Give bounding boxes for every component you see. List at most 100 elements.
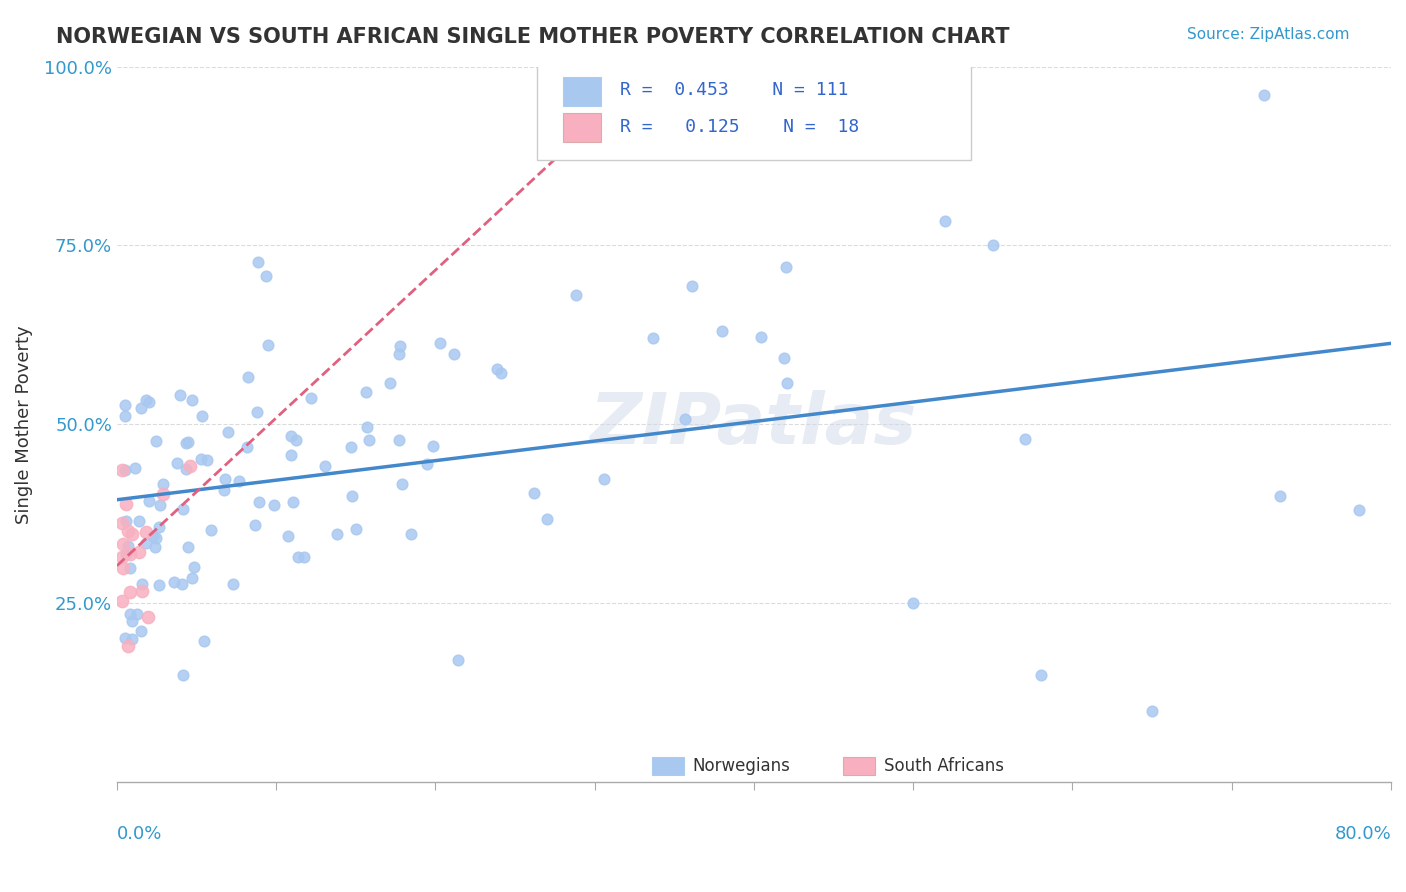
Point <box>214 472 236 486</box>
Point <box>673 411 696 425</box>
Point <box>380 376 402 391</box>
Point <box>1348 503 1371 517</box>
Point <box>256 269 278 284</box>
Point <box>299 391 322 405</box>
Text: ZIPatlas: ZIPatlas <box>591 390 918 458</box>
Point <box>934 214 956 228</box>
Point <box>190 452 212 467</box>
Point <box>114 398 136 412</box>
Point <box>131 577 153 591</box>
Point <box>135 536 157 550</box>
Point <box>117 639 139 653</box>
Point <box>131 584 153 599</box>
Point <box>120 547 142 561</box>
Point <box>485 362 508 376</box>
Point <box>118 607 141 622</box>
Point <box>148 578 170 592</box>
Point <box>247 495 270 509</box>
Point <box>356 419 378 434</box>
Point <box>176 435 198 450</box>
Point <box>115 514 138 528</box>
Point <box>111 550 134 565</box>
Y-axis label: Single Mother Poverty: Single Mother Poverty <box>15 325 32 524</box>
Point <box>125 607 148 621</box>
FancyBboxPatch shape <box>652 757 683 775</box>
Point <box>136 609 159 624</box>
Point <box>447 653 470 667</box>
Point <box>593 473 616 487</box>
Point <box>120 584 142 599</box>
Point <box>773 351 796 366</box>
Point <box>257 338 280 352</box>
Text: South Africans: South Africans <box>884 756 1004 774</box>
Point <box>236 369 259 384</box>
Point <box>280 429 302 443</box>
Point <box>114 547 136 561</box>
Point <box>195 453 218 467</box>
Point <box>111 536 134 550</box>
Point <box>292 549 315 564</box>
Point <box>176 462 198 476</box>
Point <box>284 433 307 447</box>
Point <box>145 531 167 545</box>
Point <box>135 392 157 407</box>
Point <box>1253 88 1275 103</box>
Point <box>135 524 157 539</box>
Point <box>148 519 170 533</box>
Text: 80.0%: 80.0% <box>1334 825 1391 843</box>
Point <box>263 498 285 512</box>
Text: 0.0%: 0.0% <box>117 825 162 843</box>
Point <box>217 425 239 439</box>
Point <box>357 434 380 448</box>
Point <box>443 347 465 361</box>
Point <box>200 523 222 537</box>
Point <box>172 577 194 591</box>
Point <box>114 409 136 423</box>
Point <box>536 512 558 526</box>
Point <box>152 476 174 491</box>
Point <box>388 433 411 447</box>
Point <box>326 526 349 541</box>
Point <box>163 575 186 590</box>
Point <box>172 501 194 516</box>
Point <box>749 330 772 344</box>
Point <box>277 529 299 543</box>
Point <box>128 545 150 559</box>
Text: NORWEGIAN VS SOUTH AFRICAN SINGLE MOTHER POVERTY CORRELATION CHART: NORWEGIAN VS SOUTH AFRICAN SINGLE MOTHER… <box>56 27 1010 46</box>
Point <box>177 435 200 450</box>
Point <box>287 550 309 565</box>
Point <box>422 439 444 453</box>
Point <box>118 561 141 575</box>
Point <box>228 475 250 489</box>
Point <box>429 336 451 351</box>
Point <box>399 526 422 541</box>
Point <box>903 596 925 610</box>
Point <box>356 384 378 399</box>
Point <box>111 516 134 530</box>
Point <box>121 632 143 647</box>
Point <box>117 524 139 538</box>
FancyBboxPatch shape <box>537 60 970 160</box>
FancyBboxPatch shape <box>562 78 602 106</box>
Point <box>177 540 200 554</box>
Point <box>142 529 165 543</box>
Point <box>247 255 270 269</box>
Point <box>775 260 797 274</box>
Point <box>415 458 437 472</box>
Point <box>243 518 266 533</box>
Point <box>114 631 136 645</box>
Point <box>169 388 191 402</box>
Point <box>388 339 411 353</box>
Point <box>191 409 214 423</box>
Point <box>391 476 413 491</box>
Point <box>342 489 364 503</box>
Point <box>143 540 166 554</box>
Point <box>280 448 302 462</box>
Point <box>172 668 194 682</box>
Text: Norwegians: Norwegians <box>693 756 790 774</box>
Point <box>111 463 134 477</box>
Point <box>1029 667 1052 681</box>
Point <box>193 633 215 648</box>
Point <box>183 560 205 574</box>
Point <box>131 624 153 639</box>
